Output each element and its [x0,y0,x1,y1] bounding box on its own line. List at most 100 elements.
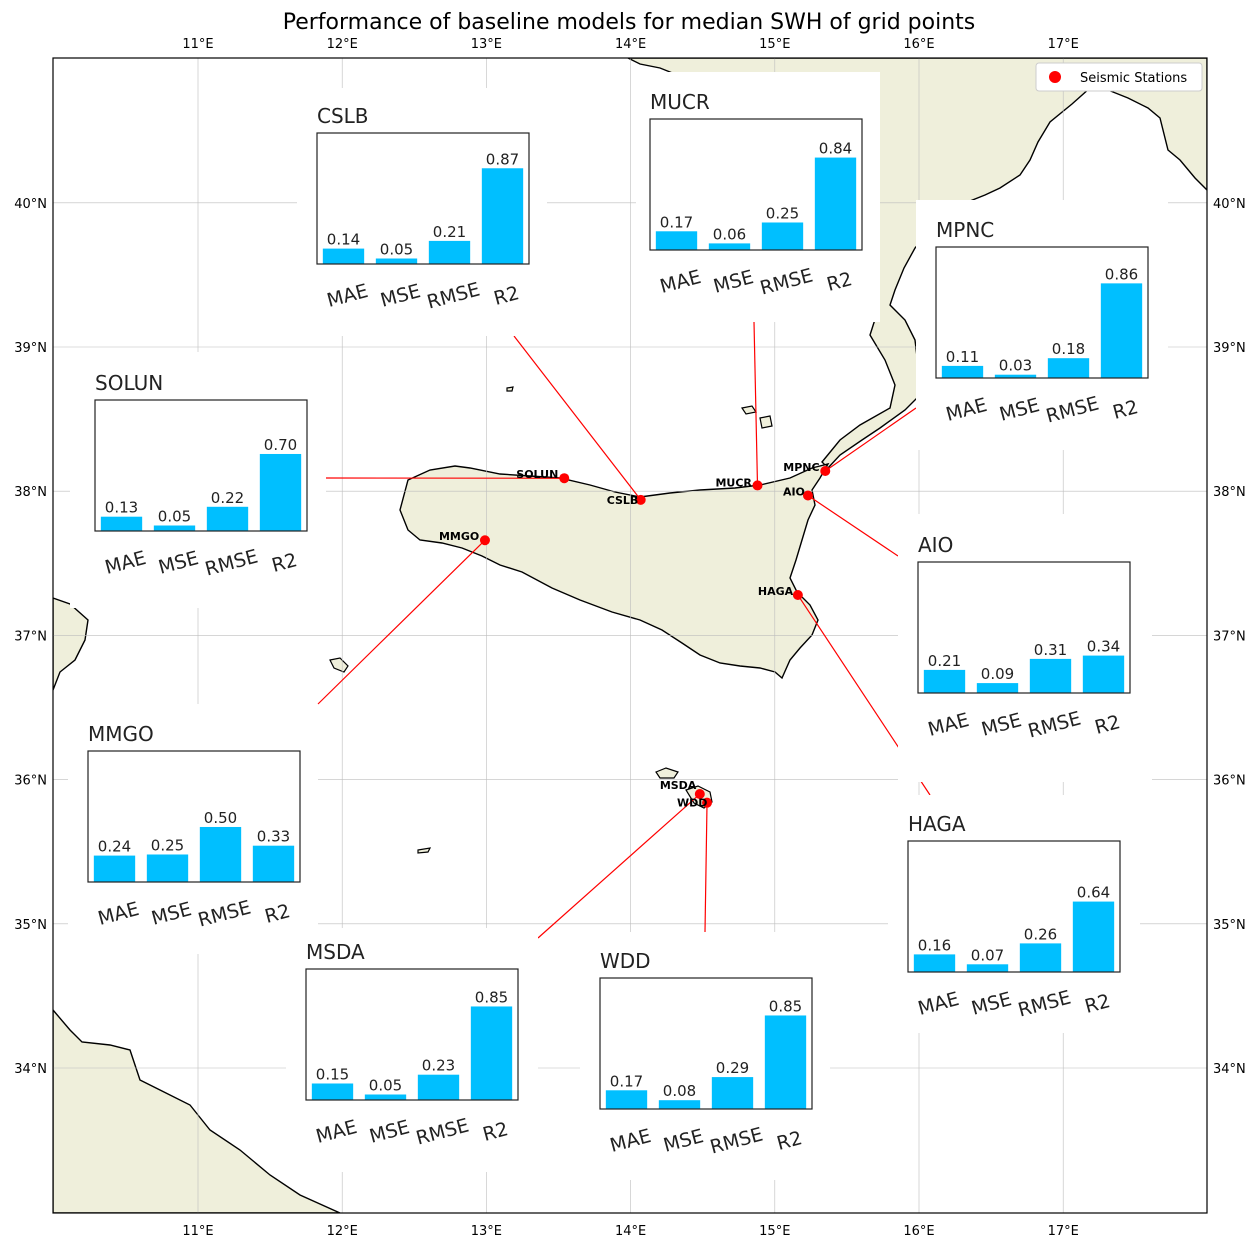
map-ticks: 11°E 11°E 12°E 12°E 13°E 13°E 14°E 14°E 15°E 15°E… [14,37,1246,1239]
lon-tick-top: 11°E [182,37,213,52]
legend: Seismic Stations [1035,62,1203,92]
bar-value-label: 0.14 [327,231,360,249]
bar-value-label: 0.26 [1024,925,1057,943]
bar-rmse [428,240,471,264]
bar-mse [153,525,196,531]
bar-mae [93,855,136,882]
land-lampedusa [417,847,432,854]
bar-r2 [814,157,857,250]
leader-line-wdd [704,802,708,933]
bar-mae [655,231,698,250]
map-frame [52,57,1208,1214]
bar-mae [322,248,365,264]
leader-line-cslb [513,335,642,501]
bar-value-label: 0.87 [486,150,519,168]
bar-mse [375,258,418,264]
bar-mae [913,954,956,972]
bar-value-label: 0.22 [211,489,244,507]
inset-axes-frame [599,977,813,1110]
land-aeolian-2 [759,415,773,429]
inset-axes-frame [649,118,863,251]
land-ustica [506,386,514,392]
bar-rmse [1029,658,1072,693]
lat-tick-right: 39°N [1213,341,1246,356]
inset-title: AIO [918,533,953,557]
bar-value-label: 0.15 [316,1065,349,1083]
inset-title: SOLUN [95,371,163,395]
station-marker-mmgo [479,535,490,546]
lat-tick-right: 37°N [1213,629,1246,644]
inset-charts: CSLB0.14MAE0.05MSE0.21RMSE0.87R2MUCR0.17… [68,72,1168,1180]
lat-tick-right: 40°N [1213,197,1246,212]
bar-mae [923,669,966,693]
inset-axes-frame [94,399,308,532]
lat-tick-left: 39°N [14,341,47,356]
bar-value-label: 0.23 [422,1057,455,1075]
lon-tick-bottom: 17°E [1048,1224,1079,1239]
inset-title: HAGA [908,812,966,836]
bar-r2 [252,845,295,882]
legend-box [1035,62,1203,92]
bar-mae [605,1090,648,1109]
leader-line-aio [807,495,899,557]
station-label-wdd: WDD [677,797,707,810]
inset-axes-frame [305,968,519,1101]
bar-value-label: 0.25 [766,204,799,222]
inset-title: MPNC [936,218,994,242]
bar-value-label: 0.13 [105,499,138,517]
bar-rmse [206,506,249,531]
lon-tick-top: 14°E [615,37,646,52]
bar-rmse [199,826,242,882]
inset-axes-frame [907,840,1121,973]
lon-tick-bottom: 11°E [182,1224,213,1239]
lon-tick-bottom: 16°E [903,1224,934,1239]
inset-background [68,704,318,954]
station-label-mpnc: MPNC [783,461,819,474]
bar-value-label: 0.06 [713,225,746,243]
station-marker-solun [559,473,570,484]
bar-mse [966,964,1009,972]
station-label-msda: MSDA [660,779,697,792]
lat-tick-left: 35°N [14,918,47,933]
bar-value-label: 0.08 [663,1082,696,1100]
bar-r2 [470,1006,513,1100]
land-pantelleria [329,657,349,673]
bar-value-label: 0.70 [264,436,297,454]
bar-r2 [259,453,302,531]
bar-rmse [711,1077,754,1109]
station-marker-haga [792,590,803,601]
bar-rmse [761,222,804,250]
bar-r2 [481,168,524,264]
land-africa-south [53,1008,341,1213]
bar-value-label: 0.33 [257,828,290,846]
lat-tick-right: 34°N [1213,1062,1246,1077]
inset-title: MUCR [650,90,710,114]
bar-value-label: 0.31 [1034,641,1067,659]
bar-mse [364,1094,407,1100]
legend-marker [1049,71,1061,83]
bar-value-label: 0.24 [98,838,131,856]
bar-value-label: 0.17 [610,1072,643,1090]
lon-tick-bottom: 14°E [615,1224,646,1239]
lat-tick-right: 35°N [1213,918,1246,933]
bar-mse [994,374,1037,378]
lon-tick-bottom: 15°E [759,1224,790,1239]
bar-value-label: 0.85 [475,988,508,1006]
lon-tick-top: 15°E [759,37,790,52]
land-sicily [399,462,830,680]
bar-value-label: 0.50 [204,809,237,827]
bar-value-label: 0.05 [369,1076,402,1094]
bar-value-label: 0.18 [1052,340,1085,358]
station-marker-aio [802,490,813,501]
station-label-mmgo: MMGO [439,530,479,543]
station-marker-cslb [635,494,646,505]
leader-lines [317,321,931,939]
station-label-haga: HAGA [758,585,794,598]
lat-tick-left: 38°N [14,485,47,500]
bar-r2 [1072,901,1115,972]
bar-mse [976,683,1019,693]
station-marker-mucr [752,480,763,491]
